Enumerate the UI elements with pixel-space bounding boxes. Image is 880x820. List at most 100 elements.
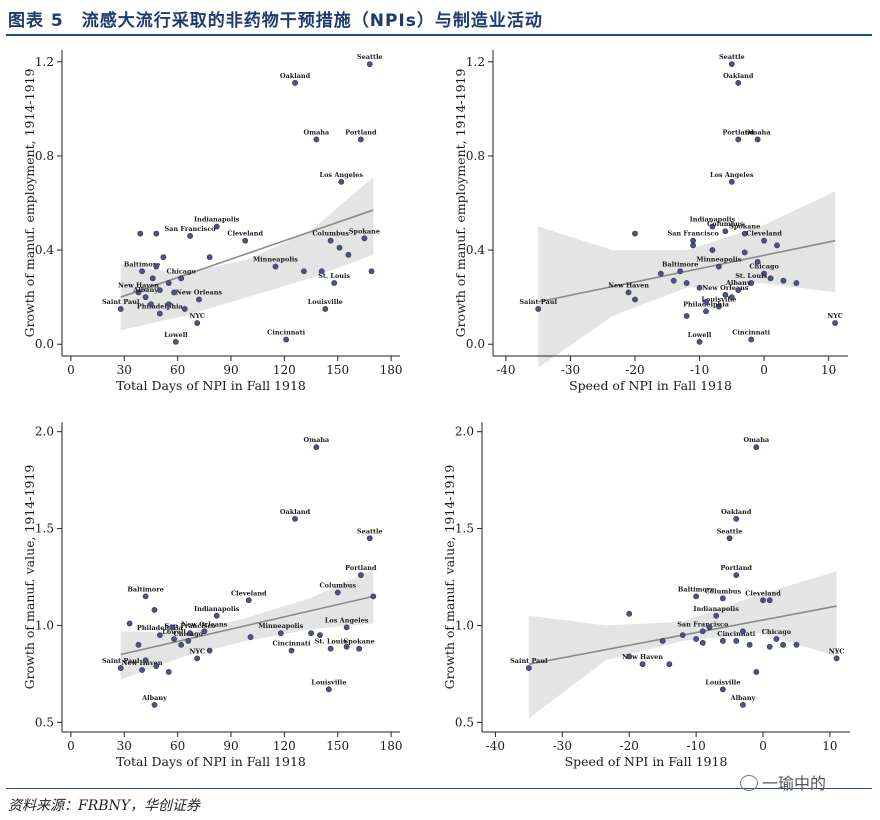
y-tick-label: 0.4 [35, 243, 54, 257]
data-point [753, 444, 760, 451]
chart-value-vs-speed: -40 -30 -20 -10 0 10 0.5 1.0 1.5 2.0 Speed of NPI … [442, 422, 850, 769]
data-point [709, 247, 716, 253]
data-point [690, 242, 696, 249]
point-label: New Orleans [176, 289, 223, 297]
y-tick-label: 1.2 [35, 55, 54, 69]
data-point [767, 275, 774, 282]
point-label: Oakland [280, 508, 311, 516]
point-label: Louisville [311, 678, 346, 686]
point-label: Oakland [280, 72, 311, 80]
data-point [683, 280, 690, 286]
data-point [126, 620, 133, 627]
y-axis-title: Growth of manuf. value, 1914-1919 [22, 465, 37, 690]
point-label: Minneapolis [253, 256, 298, 264]
x-tick-label: 0 [760, 363, 768, 377]
data-point [308, 630, 314, 637]
data-point [194, 320, 201, 326]
data-point [754, 136, 761, 143]
data-point [733, 572, 740, 578]
x-tick-label: 0 [67, 739, 75, 753]
point-label: Portland [721, 564, 753, 572]
x-axis-title: Total Days of NPI in Fall 1918 [116, 754, 306, 769]
data-point [679, 632, 686, 639]
point-label: Baltimore [124, 260, 160, 268]
point-label: Chicago [174, 630, 204, 638]
point-label: San Francisco [165, 225, 217, 233]
point-label: Omaha [743, 436, 769, 444]
data-point [187, 233, 193, 239]
data-point [142, 294, 149, 301]
x-tick-label: -30 [553, 739, 572, 753]
data-point [165, 280, 172, 286]
point-label: Indianapolis [194, 216, 240, 224]
point-label: Oakland [721, 508, 752, 516]
data-point [245, 597, 252, 604]
data-point [149, 275, 156, 282]
point-label: Philadelphia [137, 624, 184, 632]
data-point [137, 230, 144, 237]
data-point [740, 701, 746, 708]
data-point [156, 310, 163, 317]
data-point [709, 223, 716, 230]
data-point [345, 251, 352, 258]
point-label: New Orleans [181, 620, 228, 628]
y-tick-label: 1.5 [35, 522, 54, 536]
data-point [165, 301, 172, 308]
point-label: Baltimore [678, 585, 714, 593]
data-point [753, 669, 760, 675]
point-label: Columbus [707, 220, 744, 228]
data-point [142, 593, 149, 600]
chart-employment-vs-speed: -40 -30 -20 -10 0 10 0.0 0.4 0.8 1.2 Speed of NPI … [455, 50, 848, 393]
data-point [213, 223, 220, 230]
point-label: San Francisco [668, 230, 720, 238]
data-point [201, 628, 208, 635]
data-point [677, 268, 684, 275]
x-tick-label: -20 [625, 363, 644, 377]
data-point [366, 535, 373, 542]
data-point [292, 80, 298, 86]
title-rule [6, 34, 872, 36]
point-label: Cleveland [231, 589, 267, 597]
data-point [632, 296, 638, 303]
data-point [748, 336, 755, 343]
data-point [713, 612, 720, 619]
data-point [722, 228, 729, 235]
x-tick-label: 150 [326, 363, 349, 377]
point-label: Columbus [705, 587, 742, 595]
y-tick-label: 2.0 [455, 425, 474, 439]
x-tick-label: 10 [822, 739, 837, 753]
point-label: New Haven [622, 653, 663, 661]
point-label: Lowell [162, 628, 186, 636]
data-point [318, 268, 325, 275]
point-label: Indianapolis [690, 216, 736, 224]
y-tick-label: 1.0 [455, 618, 474, 632]
data-point [356, 645, 362, 652]
data-point [169, 624, 176, 631]
data-point [773, 636, 780, 642]
data-point [343, 643, 350, 650]
point-label: Cleveland [745, 589, 781, 597]
data-point [322, 306, 329, 312]
point-label: NYC [827, 312, 843, 320]
data-point [196, 296, 202, 303]
point-label: Albany [141, 694, 167, 702]
point-label: Seattle [357, 53, 383, 61]
data-point [194, 655, 201, 662]
x-tick-label: 60 [170, 363, 185, 377]
point-label: Seattle [357, 527, 383, 535]
point-label: Los Angeles [710, 171, 754, 179]
point-label: Los Angeles [320, 171, 364, 179]
data-point [343, 624, 350, 631]
data-point [153, 263, 160, 270]
data-point [148, 301, 154, 308]
point-label: Saint Paul [510, 657, 548, 665]
data-point [726, 535, 733, 542]
y-tick-label: 0.8 [466, 149, 485, 163]
figure-title: 图表 5 流感大流行采取的非药物干预措施（NPIs）与制造业活动 [8, 6, 543, 31]
point-label: Saint Paul [102, 298, 140, 306]
x-tick-label: -10 [686, 739, 705, 753]
data-point [178, 275, 185, 282]
data-point [171, 636, 177, 642]
data-point [525, 665, 532, 671]
x-tick-label: -40 [496, 363, 515, 377]
